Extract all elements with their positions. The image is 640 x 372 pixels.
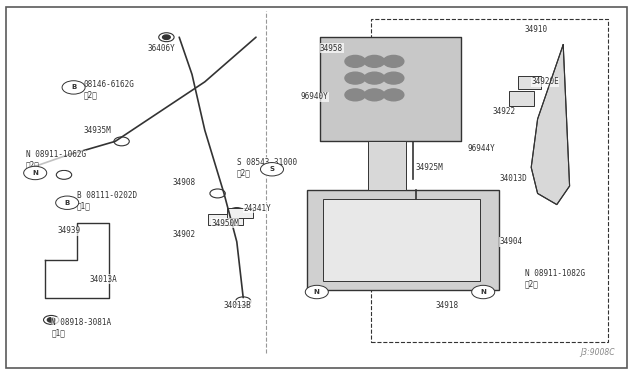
Text: N: N: [32, 170, 38, 176]
Text: 34013D: 34013D: [499, 174, 527, 183]
Circle shape: [383, 89, 404, 101]
Bar: [518, 76, 541, 89]
Text: B: B: [65, 200, 70, 206]
Bar: [320, 37, 461, 141]
Circle shape: [163, 35, 170, 39]
Text: J3:9008C: J3:9008C: [580, 348, 614, 357]
Text: B: B: [71, 84, 76, 90]
Text: N 08911-1062G
（2）: N 08911-1062G （2）: [26, 150, 86, 170]
Circle shape: [345, 55, 365, 67]
Bar: [227, 208, 253, 218]
Circle shape: [472, 285, 495, 299]
Text: 24341Y: 24341Y: [243, 204, 271, 213]
Circle shape: [364, 55, 385, 67]
Text: 34925M: 34925M: [416, 163, 444, 172]
Polygon shape: [531, 45, 570, 205]
Circle shape: [62, 81, 85, 94]
Text: N 08918-3081A
（1）: N 08918-3081A （1）: [51, 318, 111, 337]
Text: 34910: 34910: [525, 25, 548, 34]
Text: B 08111-0202D
（1）: B 08111-0202D （1）: [77, 191, 137, 211]
Circle shape: [364, 89, 385, 101]
Bar: [323, 199, 480, 281]
Circle shape: [383, 55, 404, 67]
Bar: [371, 19, 608, 342]
Circle shape: [364, 72, 385, 84]
Text: 34908: 34908: [173, 178, 196, 187]
Text: 34920E: 34920E: [531, 77, 559, 86]
Text: 08146-6162G
（2）: 08146-6162G （2）: [83, 80, 134, 99]
Bar: [368, 141, 406, 190]
Text: 34950M: 34950M: [211, 219, 239, 228]
Circle shape: [345, 89, 365, 101]
Text: 96944Y: 96944Y: [467, 144, 495, 153]
Circle shape: [56, 196, 79, 209]
Text: 34939: 34939: [58, 226, 81, 235]
Circle shape: [305, 285, 328, 299]
Text: S 08543-31000
（2）: S 08543-31000 （2）: [237, 158, 297, 177]
Text: 36406Y: 36406Y: [147, 44, 175, 53]
Text: 34902: 34902: [173, 230, 196, 239]
Text: 34918: 34918: [435, 301, 458, 310]
Circle shape: [47, 318, 55, 322]
Text: N: N: [314, 289, 320, 295]
Circle shape: [345, 72, 365, 84]
Text: N: N: [480, 289, 486, 295]
Text: 34935M: 34935M: [83, 126, 111, 135]
Text: S: S: [269, 166, 275, 172]
Text: 34013B: 34013B: [224, 301, 252, 310]
Circle shape: [260, 163, 284, 176]
Circle shape: [24, 166, 47, 180]
Bar: [509, 91, 534, 106]
Circle shape: [383, 72, 404, 84]
Text: 34922: 34922: [493, 107, 516, 116]
Text: 34904: 34904: [499, 237, 522, 246]
Text: N 08911-1082G
（2）: N 08911-1082G （2）: [525, 269, 585, 289]
Text: 34958: 34958: [320, 44, 343, 53]
Text: 96940Y: 96940Y: [301, 92, 328, 101]
Text: 34013A: 34013A: [90, 275, 117, 283]
Bar: [307, 190, 499, 290]
Bar: [208, 214, 243, 225]
